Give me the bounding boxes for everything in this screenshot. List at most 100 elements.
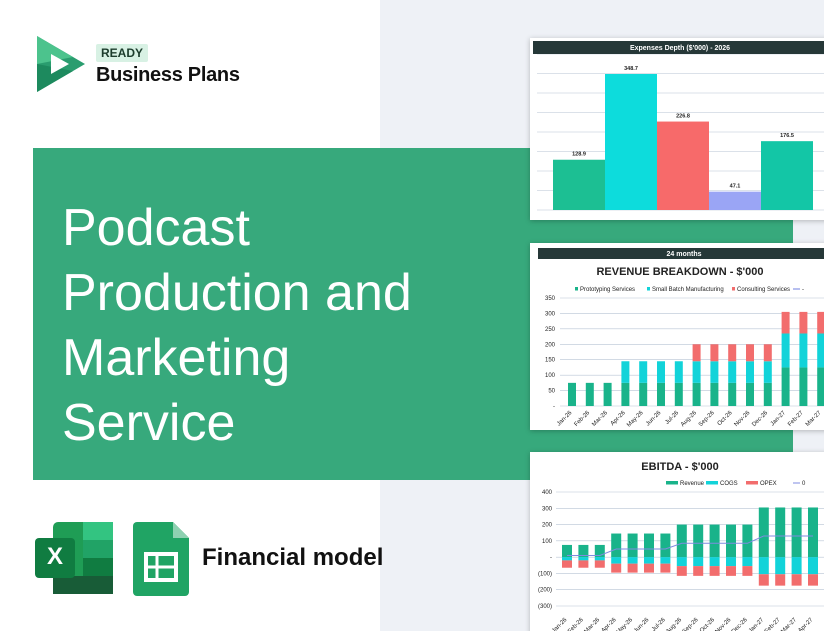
bar-segment [693, 524, 704, 558]
bar-segment [578, 560, 589, 568]
bar-segment [726, 566, 736, 576]
bar-segment [775, 574, 786, 586]
bar-segment [627, 557, 638, 564]
bar-segment [603, 382, 612, 406]
header-bar [538, 248, 824, 259]
bar-segment [791, 507, 802, 558]
bar-segment [808, 557, 818, 575]
bar-segment [693, 566, 704, 576]
bar-segment [728, 344, 737, 362]
bar-segment [742, 524, 753, 558]
bar-segment [728, 361, 737, 383]
logo [37, 36, 85, 92]
bar-segment [709, 566, 720, 576]
x-tick-label: Oct-26 [717, 410, 734, 427]
chart: - 50 100 150 200 250 300 350 24 months REVENUE BR… [538, 248, 824, 429]
bar-segment [808, 574, 818, 586]
x-tick-label: Jul-26 [651, 617, 667, 631]
bar-segment [578, 557, 589, 561]
legend-label: Revenue [680, 481, 705, 487]
legend-marker [732, 287, 735, 291]
chart-header: 24 months [666, 251, 701, 258]
bar-segment [781, 367, 790, 406]
legend-label: 0 [802, 481, 806, 487]
bar-segment [676, 566, 687, 576]
bar-segment [660, 563, 671, 573]
x-tick-label: Feb-26 [567, 617, 585, 631]
bar-segment [692, 344, 701, 362]
value-label: 176.5 [780, 133, 794, 139]
x-tick-label: Dec-26 [731, 617, 749, 631]
chart: (300) (200) (100) - 100 200 300 400 EBITDA - $'0… [538, 461, 824, 631]
chart-title: EBITDA - $'000 [641, 461, 718, 473]
x-tick-label: Mar-26 [591, 410, 609, 428]
bar-segment [758, 574, 769, 586]
bar-segment [817, 333, 824, 368]
bar-segment [709, 524, 720, 558]
y-tick-label: - [553, 404, 555, 410]
bar-segment [621, 382, 630, 406]
bar [553, 159, 605, 210]
bar-segment [781, 311, 790, 334]
x-tick-label: Sep-26 [698, 410, 716, 428]
bar-segment [611, 557, 622, 564]
chart: Expenses Depth ($'000) - 2026 128.9 348.7 2… [533, 41, 824, 211]
x-tick-label: Apr-27 [797, 617, 814, 631]
y-tick-label: (300) [538, 604, 552, 610]
x-tick-label: Feb-27 [787, 410, 805, 428]
bar-segment [710, 361, 719, 383]
x-tick-label: Sep-26 [682, 617, 700, 631]
bar-segment [726, 557, 736, 567]
bar-segment [758, 507, 769, 558]
bar-segment [728, 382, 737, 406]
bar-segment [775, 557, 786, 575]
chart-title: REVENUE BREAKDOWN - $'000 [596, 266, 763, 278]
legend-label: Consulting Services [737, 287, 790, 293]
bar-segment [657, 382, 665, 406]
bar-segment [726, 524, 736, 558]
bar-segment [594, 560, 605, 568]
bar-segment [742, 566, 753, 576]
bar-segment [709, 557, 720, 567]
bar [761, 141, 813, 210]
bar-segment [799, 367, 808, 406]
y-tick-label: 300 [542, 506, 553, 512]
bar-segment [657, 361, 665, 383]
headline: Podcast Production and Marketing Service [62, 199, 412, 452]
legend-marker [746, 481, 758, 485]
x-tick-label: Nov-26 [714, 617, 732, 631]
bar-segment [585, 382, 594, 406]
bar-segment [693, 557, 704, 567]
bar-segment [746, 382, 754, 406]
legend-label: COGS [720, 481, 738, 487]
bar-segment [692, 361, 701, 383]
y-tick-label: (100) [538, 571, 552, 577]
y-tick-label: 100 [545, 373, 556, 379]
bar-segment [621, 361, 630, 383]
legend-label: Small Batch Manufacturing [652, 287, 724, 293]
chart-header: Expenses Depth ($'000) - 2026 [630, 45, 730, 52]
y-tick-label: 100 [542, 539, 553, 545]
y-tick-label: 200 [545, 342, 556, 348]
bar-segment [562, 557, 572, 561]
value-label: 47.1 [730, 184, 741, 190]
bar-segment [639, 361, 648, 383]
bar-segment [791, 574, 802, 586]
x-tick-label: May-26 [626, 410, 645, 429]
bar-segment [746, 361, 754, 383]
legend-label: OPEX [760, 481, 777, 487]
bar-segment [710, 382, 719, 406]
bar-segment [644, 557, 654, 564]
y-tick-label: 300 [545, 311, 556, 317]
x-tick-label: Apr-26 [601, 617, 618, 631]
x-tick-label: Jul-26 [664, 410, 680, 426]
x-tick-label: Feb-26 [574, 410, 592, 428]
bar-segment [660, 533, 671, 558]
bar-segment [763, 344, 772, 362]
bar [657, 121, 709, 210]
value-label: 128.9 [572, 152, 586, 158]
svg-text:X: X [47, 543, 63, 570]
x-tick-label: Nov-26 [733, 410, 751, 428]
bar-segment [763, 361, 772, 383]
x-tick-label: Aug-26 [665, 617, 683, 631]
